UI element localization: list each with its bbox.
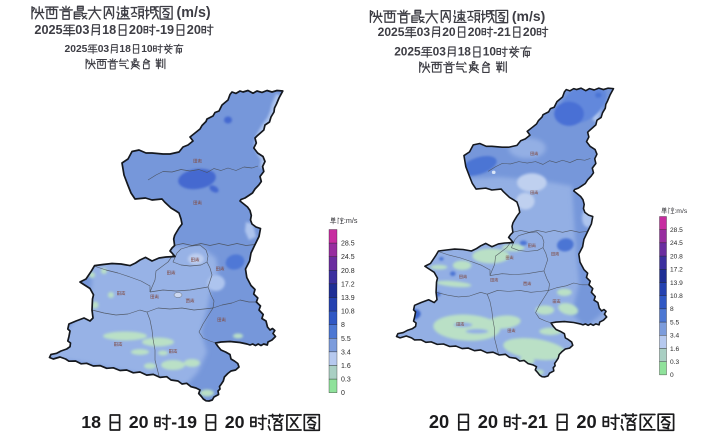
- svg-text:20: 20: [220, 412, 250, 432]
- svg-text:2025: 2025: [394, 45, 421, 59]
- svg-text:21: 21: [497, 25, 511, 39]
- svg-text:20: 20: [523, 25, 537, 39]
- svg-text:20: 20: [571, 411, 602, 432]
- svg-text:5.5: 5.5: [341, 336, 351, 343]
- svg-text:10.8: 10.8: [341, 309, 355, 316]
- svg-text:5.5: 5.5: [670, 319, 679, 326]
- svg-text:28.5: 28.5: [341, 241, 355, 248]
- svg-text:(m/s): (m/s): [512, 8, 545, 24]
- svg-text:20: 20: [124, 412, 154, 432]
- svg-text:10: 10: [141, 44, 153, 55]
- svg-text:18: 18: [81, 412, 106, 432]
- svg-text:17.2: 17.2: [341, 281, 355, 288]
- svg-text:24.5: 24.5: [341, 254, 355, 261]
- svg-text:20: 20: [187, 23, 201, 37]
- svg-text:3.4: 3.4: [670, 333, 679, 340]
- svg-text:8: 8: [670, 306, 674, 313]
- svg-text:1.6: 1.6: [670, 346, 679, 353]
- svg-text:19: 19: [160, 23, 174, 37]
- svg-text:20: 20: [129, 23, 143, 37]
- svg-text:2025: 2025: [34, 23, 62, 37]
- svg-text:3.4: 3.4: [341, 349, 351, 356]
- svg-text:2025: 2025: [65, 44, 88, 55]
- svg-text:-19: -19: [171, 412, 202, 432]
- svg-text:03: 03: [75, 23, 89, 37]
- svg-text:-: -: [156, 23, 160, 37]
- svg-text:8: 8: [341, 322, 345, 329]
- svg-text:20.8: 20.8: [341, 268, 355, 275]
- svg-text:03: 03: [417, 25, 431, 39]
- svg-text:03: 03: [433, 45, 447, 59]
- svg-text:1.6: 1.6: [341, 363, 351, 370]
- svg-text:(m/s): (m/s): [177, 5, 211, 21]
- svg-text:2025: 2025: [378, 25, 405, 39]
- svg-text:20: 20: [468, 25, 482, 39]
- svg-text:24.5: 24.5: [670, 240, 683, 247]
- svg-text:28.5: 28.5: [670, 227, 683, 234]
- svg-text::m/s: :m/s: [674, 208, 687, 215]
- svg-text:18: 18: [119, 44, 131, 55]
- svg-text:13.9: 13.9: [341, 295, 355, 302]
- svg-text:20: 20: [442, 25, 456, 39]
- svg-text:18: 18: [458, 45, 472, 59]
- svg-text:03: 03: [98, 44, 110, 55]
- svg-text:0: 0: [341, 390, 345, 397]
- svg-text:20.8: 20.8: [670, 253, 683, 260]
- svg-text:0.3: 0.3: [341, 377, 351, 384]
- svg-text:13.9: 13.9: [670, 280, 683, 287]
- svg-text:20: 20: [429, 411, 454, 432]
- svg-text:10: 10: [483, 45, 497, 59]
- svg-text:18: 18: [102, 23, 116, 37]
- svg-text:-21: -21: [522, 411, 554, 432]
- svg-text:-: -: [493, 25, 497, 39]
- svg-text:0.3: 0.3: [670, 359, 679, 366]
- svg-text::m/s: :m/s: [344, 216, 358, 225]
- svg-text:17.2: 17.2: [670, 267, 683, 274]
- svg-text:0: 0: [670, 372, 674, 379]
- svg-text:10.8: 10.8: [670, 293, 683, 300]
- svg-text:20: 20: [473, 411, 504, 432]
